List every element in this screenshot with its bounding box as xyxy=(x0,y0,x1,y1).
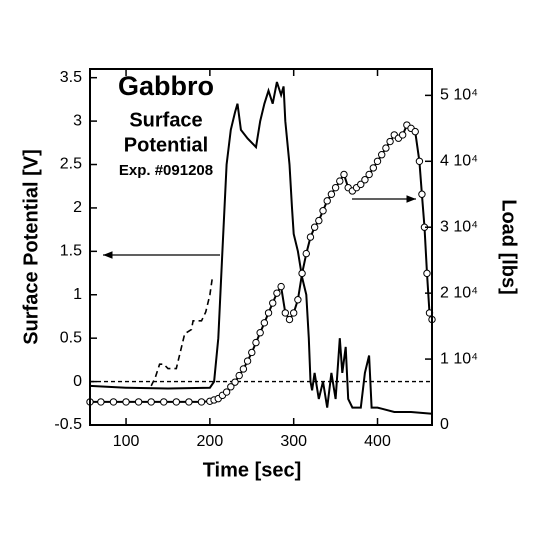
data-point xyxy=(231,378,239,386)
data-point xyxy=(185,398,193,406)
data-point xyxy=(122,398,130,406)
data-point xyxy=(239,365,248,373)
y-tick-label: -0.5 xyxy=(54,416,82,433)
data-point xyxy=(331,183,340,192)
data-point xyxy=(373,157,382,165)
x-axis-label: Time [sec] xyxy=(203,459,302,481)
data-point xyxy=(227,383,235,391)
y-tick-label: 0 xyxy=(73,373,82,390)
data-point xyxy=(415,157,424,165)
data-point xyxy=(411,127,419,136)
data-point xyxy=(306,233,315,241)
data-point xyxy=(369,164,378,172)
y-tick-label: 3.5 xyxy=(60,69,82,86)
y-axis-label: Surface Potential [V] xyxy=(20,149,42,345)
y2-tick-label: 5 10⁴ xyxy=(440,87,478,104)
y-tick-label: 3 xyxy=(73,112,82,129)
data-point xyxy=(277,282,285,291)
data-point xyxy=(302,249,310,258)
data-point xyxy=(97,398,105,406)
data-point xyxy=(222,388,231,396)
data-point xyxy=(134,398,143,406)
series-line xyxy=(150,277,214,387)
data-point xyxy=(418,190,426,198)
data-point xyxy=(298,269,306,278)
series-line xyxy=(89,81,433,415)
data-point xyxy=(327,190,336,198)
annotation: Potential xyxy=(124,134,208,156)
data-point xyxy=(281,309,290,317)
y2-axis-label: Load [lbs] xyxy=(498,199,520,295)
data-point xyxy=(319,207,327,215)
data-point xyxy=(256,329,264,337)
data-point xyxy=(340,170,348,179)
data-point xyxy=(252,338,260,347)
data-point xyxy=(315,216,323,225)
y-tick-label: 0.5 xyxy=(60,329,82,346)
annotation: Exp. #091208 xyxy=(119,162,213,179)
data-point xyxy=(243,357,252,365)
data-point xyxy=(273,289,281,297)
data-point xyxy=(336,177,344,185)
x-tick-label: 200 xyxy=(197,433,224,450)
data-point xyxy=(160,398,168,406)
y2-tick-label: 2 10⁴ xyxy=(440,284,478,301)
data-point xyxy=(378,151,386,159)
data-point xyxy=(264,309,273,317)
y-tick-label: 1 xyxy=(73,286,82,303)
data-point xyxy=(323,197,331,205)
x-tick-label: 400 xyxy=(364,433,391,450)
annotation: Gabbro xyxy=(118,71,214,101)
y2-tick-label: 0 xyxy=(440,416,449,433)
data-point xyxy=(269,299,277,307)
data-point xyxy=(260,319,269,327)
y-tick-label: 2 xyxy=(73,199,82,216)
frame xyxy=(89,68,433,426)
annotation: Surface xyxy=(129,109,202,131)
data-point xyxy=(172,398,181,406)
data-point xyxy=(423,269,431,278)
x-tick-label: 100 xyxy=(113,433,140,450)
data-point xyxy=(109,398,118,406)
plot xyxy=(86,81,436,415)
x-tick-label: 300 xyxy=(280,433,307,450)
data-point xyxy=(386,137,394,146)
data-point xyxy=(147,398,155,406)
data-point xyxy=(289,309,298,317)
y2-tick-label: 1 10⁴ xyxy=(440,350,478,367)
y2-tick-label: 4 10⁴ xyxy=(440,153,478,170)
data-point xyxy=(357,180,365,189)
data-point xyxy=(294,296,302,304)
data-point xyxy=(398,131,407,139)
data-point xyxy=(382,144,390,152)
data-point xyxy=(197,398,206,406)
y2-tick-label: 3 10⁴ xyxy=(440,218,478,235)
data-point xyxy=(285,315,294,324)
data-point xyxy=(365,170,373,179)
data-point xyxy=(248,348,256,357)
y-tick-label: 2.5 xyxy=(60,156,82,173)
y-tick-label: 1.5 xyxy=(60,243,82,260)
data-point xyxy=(235,371,243,380)
data-point xyxy=(361,176,369,184)
data-point xyxy=(310,223,319,231)
